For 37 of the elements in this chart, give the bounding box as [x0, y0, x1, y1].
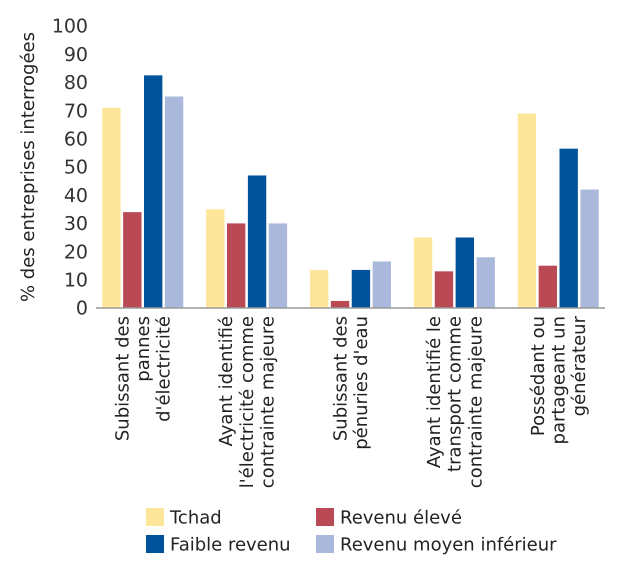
bar — [560, 148, 578, 308]
bar — [414, 238, 432, 308]
y-tick-label: 20 — [64, 241, 88, 264]
y-tick-label: 70 — [64, 100, 88, 122]
bar — [434, 271, 454, 308]
bar — [456, 238, 474, 308]
bar — [538, 266, 557, 308]
legend-label: Revenu moyen inférieur — [340, 534, 558, 556]
y-tick-label: 60 — [64, 128, 88, 150]
y-tick-label: 50 — [64, 156, 88, 179]
bar — [206, 209, 224, 308]
bar — [268, 223, 288, 308]
bar — [518, 113, 536, 308]
bar — [102, 108, 121, 308]
bar — [144, 75, 162, 308]
y-tick-label: 0 — [76, 298, 88, 320]
x-tick-label: Subissant des pannes d'électricité — [112, 316, 175, 442]
bar — [476, 257, 495, 308]
legend-label: Faible revenu — [170, 534, 291, 556]
bar — [330, 300, 350, 308]
bar — [372, 261, 392, 308]
y-axis-title: % des entreprises interrogées — [18, 32, 39, 302]
bar — [310, 270, 328, 308]
legend-label: Revenu élevé — [340, 507, 462, 528]
bar — [352, 270, 370, 308]
y-tick-label: 30 — [64, 213, 88, 236]
bar — [164, 96, 184, 308]
bar — [248, 175, 266, 308]
y-tick-label: 10 — [64, 269, 88, 292]
y-tick-label: 90 — [64, 44, 88, 66]
bar — [226, 223, 246, 308]
y-tick-label: 80 — [64, 72, 88, 94]
bar — [123, 212, 142, 308]
y-tick-label: 100 — [52, 16, 88, 38]
bar — [580, 190, 599, 308]
y-tick-label: 40 — [64, 184, 88, 207]
legend-label: Tchad — [169, 507, 222, 528]
